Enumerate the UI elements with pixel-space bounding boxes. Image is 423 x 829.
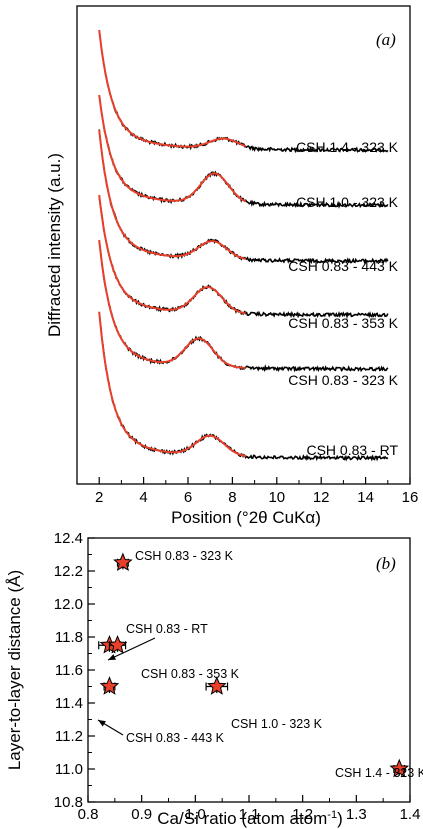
panel-a-frame (76, 5, 411, 485)
panel-b-x-tick-label: 1.3 (346, 806, 367, 823)
panel-a-x-tick-label: 8 (228, 489, 236, 506)
panel-b-x-tick-label: 0.8 (78, 806, 99, 823)
xrd-fit-line (98, 129, 246, 260)
panel-b-x-axis-title-close: ) (337, 809, 343, 828)
panel-a-x-tick-label: 12 (313, 489, 330, 506)
panel-a-x-axis-title: Position (°2θ CuKα) (171, 508, 321, 527)
point-annotation-label: CSH 1.0 - 323 K (231, 717, 323, 731)
point-annotation-label: CSH 1.4 - 323 K (335, 766, 423, 780)
scatter-point (389, 758, 410, 778)
panel-a-x-tick-label: 4 (139, 489, 147, 506)
panel-b-y-tick-label: 11.2 (55, 728, 83, 745)
xrd-fit-line (98, 29, 247, 148)
xrd-series (98, 129, 389, 265)
panel-b-x-axis-title-sup: -1 (327, 809, 337, 821)
panel-a-tag: (a) (376, 30, 396, 49)
panel-b-x-tick-label: 0.9 (131, 806, 152, 823)
xrd-fit-line (98, 194, 246, 315)
panel-b-y-tick-label: 11.8 (55, 629, 83, 646)
xrd-fit-line (98, 311, 246, 458)
xrd-series-label: CSH 0.83 - 323 K (288, 372, 398, 388)
point-annotation-label: CSH 0.83 - 323 K (135, 549, 234, 563)
xrd-series (98, 94, 389, 210)
panel-b-points (98, 552, 410, 778)
xrd-series-label: CSH 1.4 - 323 K (296, 139, 399, 155)
panel-a-x-tick-label: 16 (402, 489, 419, 506)
panel-b-x-tick-label: 1.4 (400, 806, 421, 823)
panel-b-x-tick-label: 1.2 (292, 806, 313, 823)
star-marker (206, 676, 227, 695)
panel-a-x-tick-label: 6 (184, 489, 192, 506)
annotation-arrow-head (98, 720, 106, 727)
xrd-fit-line (98, 94, 247, 203)
star-marker (99, 676, 120, 695)
point-annotation-label: CSH 0.83 - 353 K (141, 667, 240, 681)
scatter-point (205, 676, 229, 695)
panel-b-x-axis-title-main: Ca/Si ratio (atom atom (157, 809, 327, 828)
panel-b-x-axis-title: Ca/Si ratio (atom atom-1) (157, 809, 343, 828)
panel-a-y-axis-title: Diffracted intensity (a.u.) (45, 153, 64, 337)
xrd-series-label: CSH 1.0 - 323 K (296, 194, 399, 210)
xrd-series (98, 311, 389, 462)
panel-a-x-tick-label: 14 (357, 489, 374, 506)
scatter-point (107, 634, 128, 654)
panel-b-y-tick-label: 12.0 (54, 596, 83, 613)
annotation-arrow-shaft (107, 637, 156, 661)
panel-b-x-ticks: 0.8 0.9 1.0 1.1 1.2 1.3 1.4 (78, 795, 421, 823)
panel-a-x-tick-label: 2 (95, 489, 103, 506)
scatter-point (113, 552, 133, 572)
panel-b-y-tick-label: 11.4 (55, 695, 83, 712)
xrd-series-label: CSH 0.83 - RT (306, 442, 398, 458)
xrd-series (98, 29, 389, 154)
annotation-arrow-head (108, 654, 116, 660)
panel-b-scatter: 0.8 0.9 1.0 1.1 1.2 1.3 1.4 10.8 11.0 11.2 11.4 11… (5, 530, 423, 828)
panel-a-x-ticks: 2 4 6 8 10 12 14 16 (76, 477, 419, 506)
panel-b-tag: (b) (376, 554, 396, 573)
star-marker (113, 552, 133, 572)
panel-a-series-group (98, 29, 389, 462)
panel-b-annotations: CSH 0.83 - 323 K CSH 0.83 - RT CSH 0.83 - … (97, 549, 423, 780)
star-marker (107, 634, 128, 654)
panel-b-y-tick-label: 11.0 (55, 761, 83, 778)
panel-a-xrd-patterns: 2 4 6 8 10 12 14 16 CSH 1.4 - 323 K CSH 1.0 - 32… (45, 5, 419, 527)
xrd-fit-line (98, 239, 246, 369)
panel-b-y-ticks: 10.8 11.0 11.2 11.4 11.6 11.8 12.0 12.2 12.4 (54, 530, 95, 811)
xrd-series-label: CSH 0.83 - 443 K (288, 258, 398, 274)
panel-b-y-tick-label: 12.4 (54, 530, 83, 547)
xrd-series-label: CSH 0.83 - 353 K (288, 315, 398, 331)
xrd-data-markers (98, 30, 389, 154)
panel-b-x-tick-label: 1.0 (185, 806, 206, 823)
point-annotation-label: CSH 0.83 - 443 K (126, 731, 225, 745)
panel-b-y-tick-label: 10.8 (54, 794, 83, 811)
xrd-data-markers (98, 196, 389, 320)
xrd-series (98, 194, 389, 320)
panel-a-x-tick-label: 10 (268, 489, 285, 506)
panel-b-frame (87, 537, 411, 803)
panel-b-y-tick-label: 11.6 (55, 662, 83, 679)
panel-a-series-labels: CSH 1.4 - 323 K CSH 1.0 - 323 K CSH 0.83 -… (288, 139, 398, 458)
panel-b-x-tick-label: 1.1 (239, 806, 260, 823)
scatter-point (99, 676, 120, 695)
star-marker (389, 758, 410, 778)
point-annotation-label: CSH 0.83 - RT (126, 622, 208, 636)
xrd-series (98, 239, 389, 373)
panel-b-y-tick-label: 12.2 (54, 563, 83, 580)
panel-b-y-axis-title: Layer-to-layer distance (Å) (5, 570, 24, 770)
